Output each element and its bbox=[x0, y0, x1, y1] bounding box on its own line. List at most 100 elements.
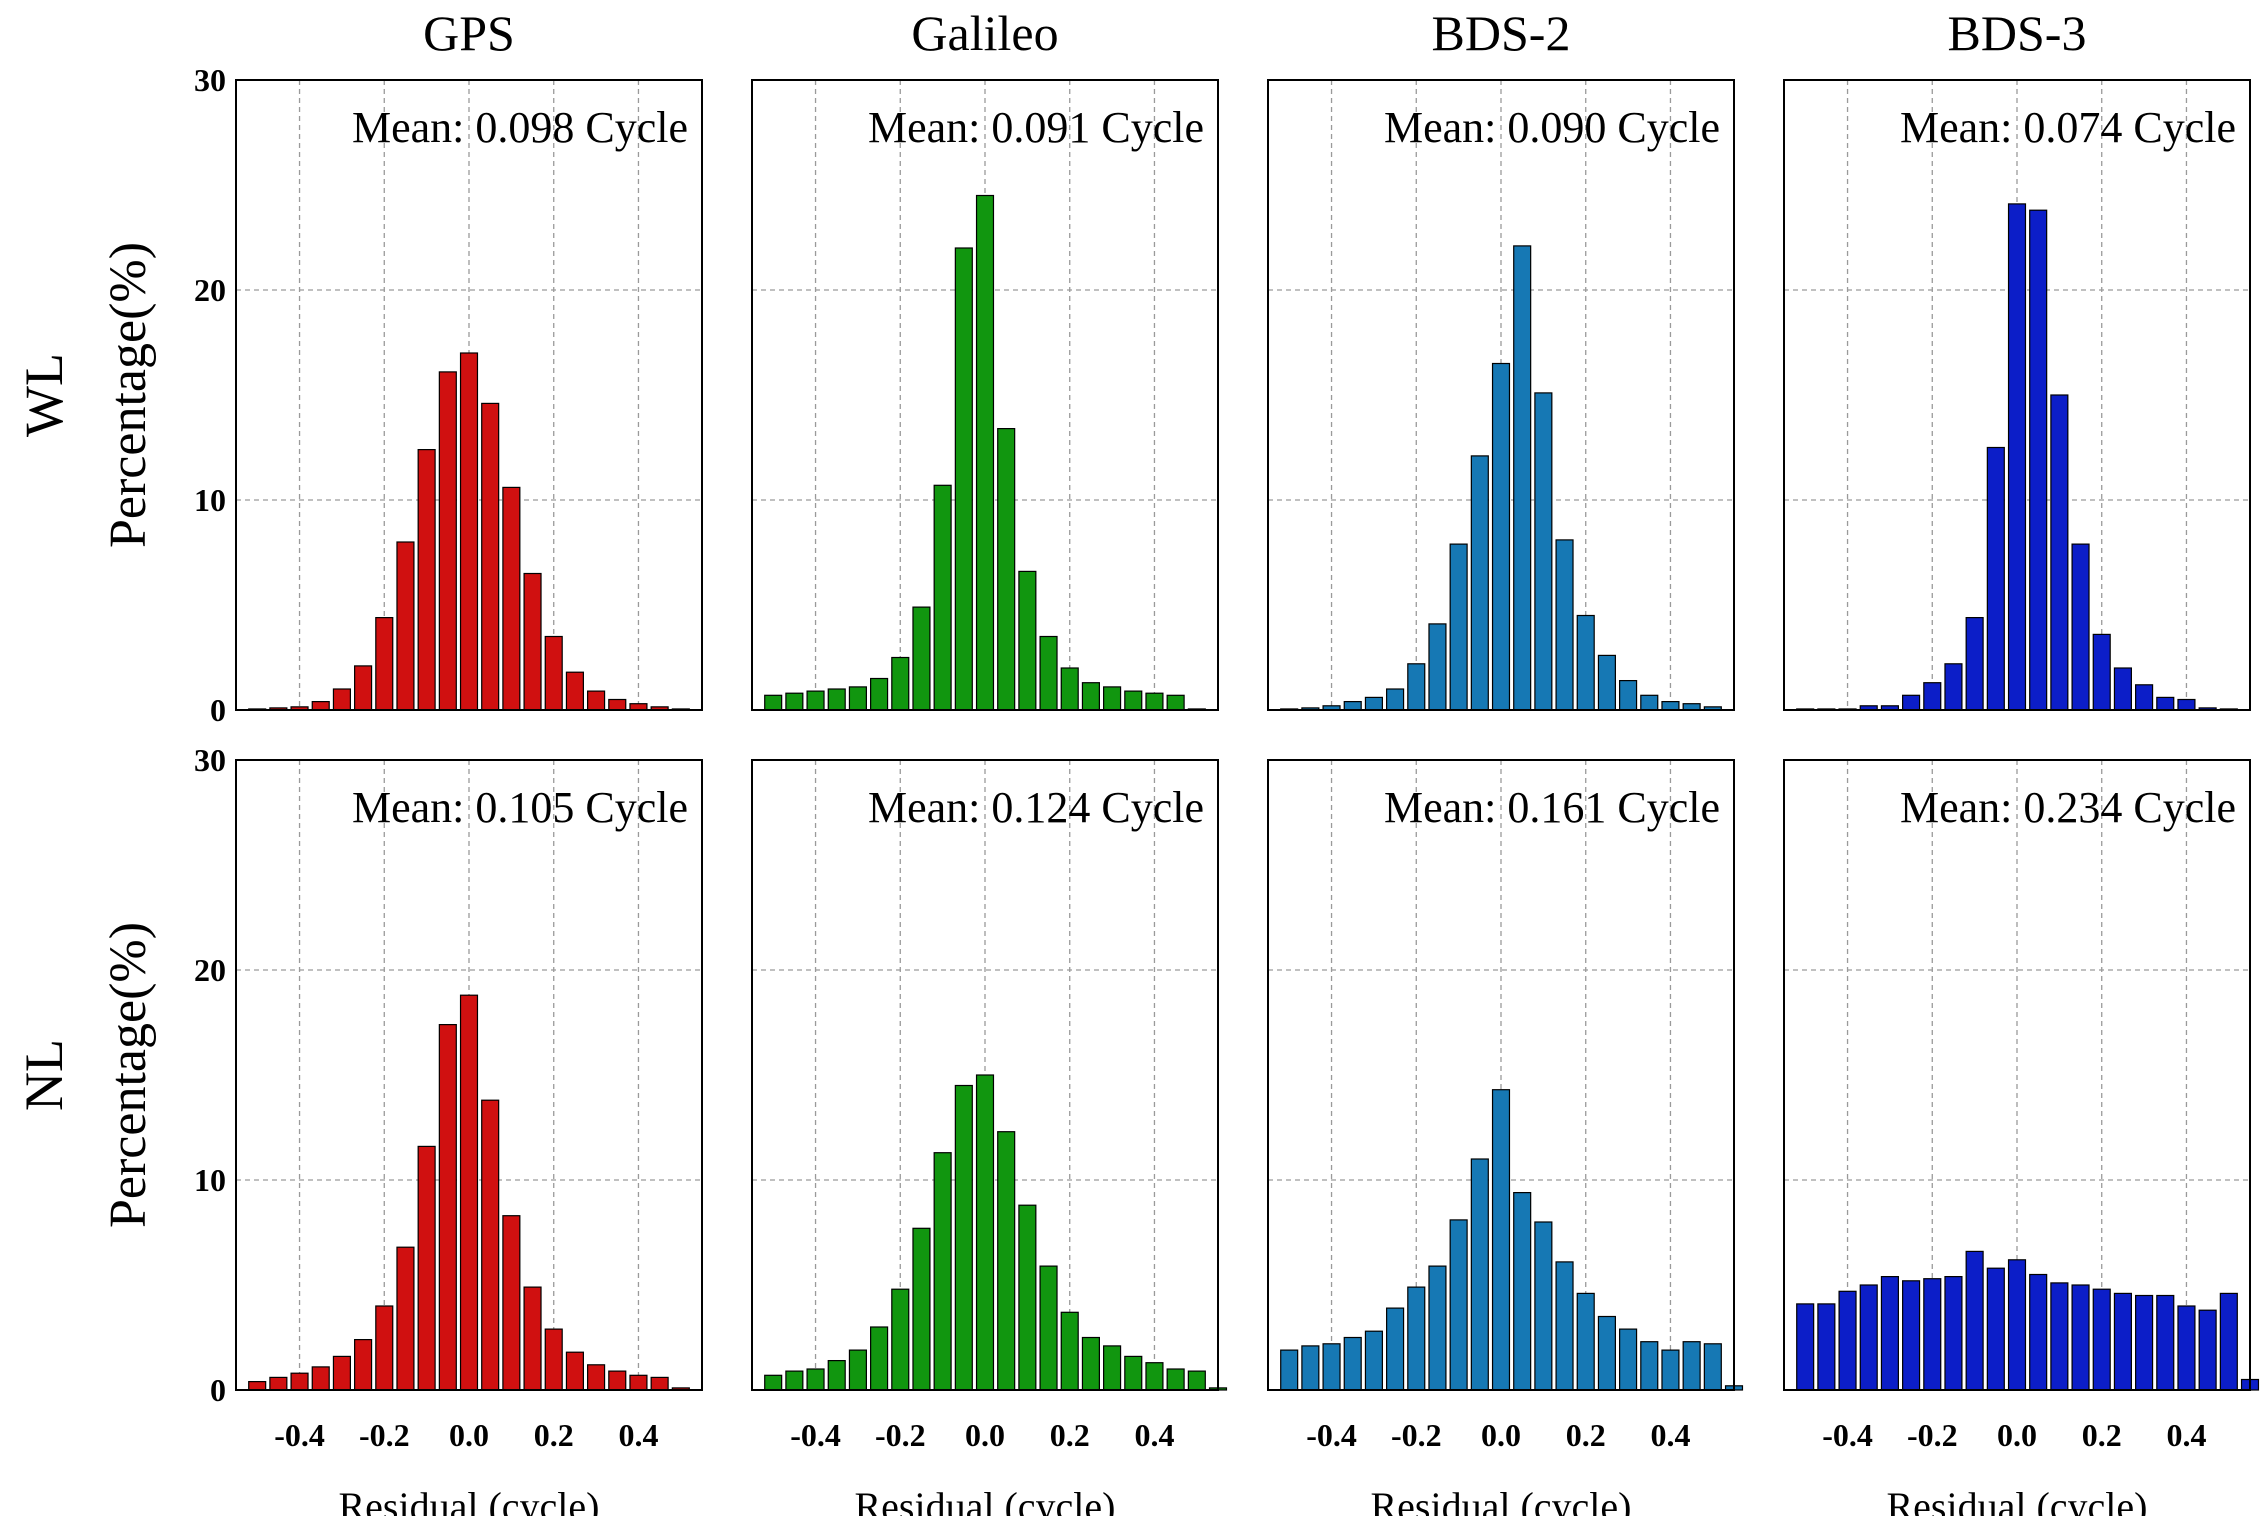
bds-2-nl-bar-2 bbox=[1322, 1343, 1341, 1391]
bds-3-nl-bar-0 bbox=[1796, 1303, 1815, 1391]
gps-nl-xtick-2: 0.0 bbox=[449, 1417, 489, 1453]
gps-nl-bar-3 bbox=[311, 1366, 330, 1391]
gps-wl-ytick-3: 30 bbox=[194, 62, 226, 98]
gps-nl-ytick-2: 20 bbox=[194, 952, 226, 988]
bds-2-nl-bar-16 bbox=[1619, 1328, 1638, 1391]
gps-nl-bar-4 bbox=[332, 1355, 351, 1391]
bds-3-nl-bar-2 bbox=[1838, 1290, 1857, 1391]
galileo-nl-bar-10 bbox=[975, 1074, 995, 1391]
gps-nl-bar-0 bbox=[248, 1380, 267, 1391]
bds-2-wl-mean-label: Mean: 0.090 Cycle bbox=[1384, 103, 1720, 152]
bds-3-nl-bar-15 bbox=[2113, 1292, 2132, 1391]
gps-wl-bar-15 bbox=[565, 671, 584, 711]
bds-3-wl-bar-18 bbox=[2177, 698, 2196, 711]
gps-wl-ytick-1: 10 bbox=[194, 482, 226, 518]
galileo-nl-bar-8 bbox=[933, 1152, 952, 1391]
bds-3-nl-bar-7 bbox=[1944, 1275, 1963, 1391]
galileo-wl-bar-12 bbox=[1018, 570, 1037, 711]
bds-3-wl-bar-15 bbox=[2113, 667, 2132, 711]
galileo-nl-bar-2 bbox=[806, 1368, 825, 1391]
gps-nl-bar-8 bbox=[417, 1145, 436, 1391]
gps-nl-xtick-1: -0.2 bbox=[359, 1417, 410, 1453]
column-title-bds-3: BDS-3 bbox=[1948, 5, 2087, 61]
galileo-wl-bar-6 bbox=[891, 656, 910, 711]
galileo-nl-bar-7 bbox=[912, 1227, 931, 1391]
galileo-nl-bar-20 bbox=[1187, 1370, 1206, 1391]
bds-3-nl-bar-10 bbox=[2007, 1259, 2027, 1391]
galileo-wl-bar-7 bbox=[912, 606, 931, 711]
galileo-nl-plot-frame bbox=[751, 759, 1219, 1391]
bds-2-nl-bar-15 bbox=[1597, 1315, 1616, 1391]
bds-2-nl-mean-label: Mean: 0.161 Cycle bbox=[1384, 783, 1720, 832]
bds-3-wl-bar-17 bbox=[2156, 696, 2175, 711]
gps-wl-bar-6 bbox=[375, 616, 394, 711]
gps-nl-ytick-0: 0 bbox=[210, 1372, 226, 1408]
bds-3-nl-xtick-1: -0.2 bbox=[1907, 1417, 1958, 1453]
gps-wl-bar-13 bbox=[523, 572, 542, 711]
gps-nl-xlabel: Residual (cycle) bbox=[339, 1484, 600, 1516]
galileo-wl-plot-frame bbox=[751, 79, 1219, 711]
gps-wl-bar-8 bbox=[417, 449, 436, 711]
bds-2-wl-bar-18 bbox=[1661, 700, 1680, 711]
bds-2-nl-xtick-3: 0.2 bbox=[1566, 1417, 1606, 1453]
galileo-wl-mean-label: Mean: 0.091 Cycle bbox=[868, 103, 1204, 152]
row-label-nl: NL bbox=[14, 1039, 74, 1111]
galileo-wl-bar-16 bbox=[1103, 686, 1122, 711]
bds-2-wl-bar-7 bbox=[1428, 623, 1447, 711]
bds-2-wl-plot-frame bbox=[1267, 79, 1735, 711]
bds-3-nl-bar-19 bbox=[2198, 1309, 2217, 1391]
gps-nl-bar-15 bbox=[565, 1351, 584, 1391]
gps-nl-bar-10 bbox=[459, 994, 479, 1391]
gps-wl-mean-label: Mean: 0.098 Cycle bbox=[352, 103, 688, 152]
bds-2-nl-xtick-0: -0.4 bbox=[1306, 1417, 1357, 1453]
gps-wl-plot-frame bbox=[235, 79, 703, 711]
bds-3-nl-bar-20 bbox=[2219, 1292, 2238, 1391]
galileo-nl-xtick-3: 0.2 bbox=[1050, 1417, 1090, 1453]
galileo-wl-bar-13 bbox=[1039, 635, 1058, 711]
gps-nl-bar-16 bbox=[587, 1364, 606, 1391]
bds-2-nl-bar-20 bbox=[1703, 1343, 1722, 1391]
bds-2-wl-bar-10 bbox=[1491, 362, 1511, 711]
galileo-wl-bar-18 bbox=[1145, 692, 1164, 711]
galileo-nl-bar-19 bbox=[1166, 1368, 1185, 1391]
bds-2-nl-xlabel: Residual (cycle) bbox=[1371, 1484, 1632, 1516]
bds-2-nl-bar-11 bbox=[1513, 1191, 1532, 1391]
galileo-wl-bar-19 bbox=[1166, 694, 1185, 711]
galileo-nl-bar-13 bbox=[1039, 1265, 1058, 1391]
bds-3-nl-xtick-3: 0.2 bbox=[2082, 1417, 2122, 1453]
bds-2-nl-plot-frame bbox=[1267, 759, 1735, 1391]
bds-3-nl-bar-5 bbox=[1902, 1280, 1921, 1391]
gps-wl-ytick-0: 0 bbox=[210, 692, 226, 728]
gps-wl-bar-11 bbox=[481, 402, 500, 711]
galileo-nl-bar-0 bbox=[764, 1374, 783, 1391]
galileo-wl-bar-1 bbox=[785, 692, 804, 711]
bds-3-wl-bar-8 bbox=[1965, 616, 1984, 711]
galileo-nl-bar-3 bbox=[827, 1359, 846, 1391]
bds-3-nl-bar-6 bbox=[1923, 1278, 1942, 1391]
bds-3-wl-bar-5 bbox=[1902, 694, 1921, 711]
gps-nl-bar-5 bbox=[354, 1338, 373, 1391]
bds-2-nl-bar-14 bbox=[1576, 1292, 1595, 1391]
bds-2-nl-bar-5 bbox=[1386, 1307, 1405, 1391]
gps-nl-bar-7 bbox=[396, 1246, 415, 1391]
bds-3-nl-bar-16 bbox=[2135, 1294, 2154, 1391]
row-label-wl: WL bbox=[14, 353, 74, 437]
y-axis-label-nl: Percentage(%) bbox=[100, 922, 157, 1228]
galileo-nl-xtick-0: -0.4 bbox=[790, 1417, 841, 1453]
bds-3-nl-xtick-0: -0.4 bbox=[1822, 1417, 1873, 1453]
bds-3-nl-xtick-2: 0.0 bbox=[1997, 1417, 2037, 1453]
bds-2-nl-bar-3 bbox=[1343, 1336, 1362, 1391]
galileo-wl-bar-2 bbox=[806, 690, 825, 711]
gps-nl-plot-frame bbox=[235, 759, 703, 1391]
bds-3-nl-bar-11 bbox=[2029, 1273, 2048, 1391]
gps-nl-xtick-4: 0.4 bbox=[618, 1417, 658, 1453]
bds-2-nl-bar-6 bbox=[1407, 1286, 1426, 1391]
bds-2-nl-bar-4 bbox=[1364, 1330, 1383, 1391]
gps-wl-bar-14 bbox=[544, 635, 563, 711]
galileo-nl-xtick-1: -0.2 bbox=[875, 1417, 926, 1453]
gps-wl-bar-7 bbox=[396, 541, 415, 711]
column-title-gps: GPS bbox=[423, 5, 515, 61]
bds-3-nl-bar-17 bbox=[2156, 1294, 2175, 1391]
bds-3-nl-xtick-4: 0.4 bbox=[2166, 1417, 2206, 1453]
galileo-nl-bar-6 bbox=[891, 1288, 910, 1391]
